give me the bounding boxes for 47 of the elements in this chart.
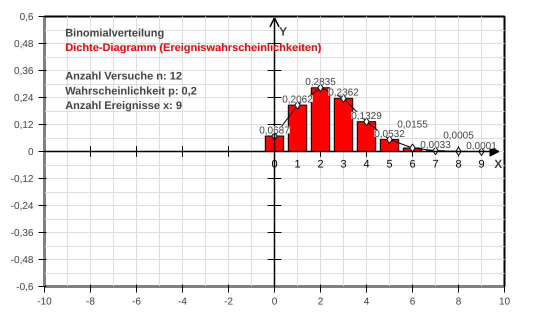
- x-tick-label: 2: [318, 296, 324, 308]
- y-tick-label: -0,12: [10, 174, 34, 185]
- y-tick-label: 0,48: [14, 39, 34, 50]
- y-tick-label: 0,24: [14, 93, 34, 104]
- x2-tick-label: 8: [455, 158, 462, 171]
- y-tick-label: 0,6: [20, 12, 34, 23]
- x2-tick-label: 5: [386, 158, 393, 171]
- x2-tick-label: 9: [478, 158, 485, 171]
- x-tick-label: 8: [456, 296, 462, 308]
- data-label: 0,0687: [259, 125, 290, 136]
- y-axis-title: Y: [279, 24, 288, 39]
- data-label: 0,2362: [328, 88, 360, 99]
- x2-tick-label: 4: [363, 158, 370, 171]
- data-label: 0,1329: [351, 110, 382, 122]
- annotation: Anzahl Versuche n: 12: [65, 70, 182, 82]
- x-tick-label: -8: [86, 296, 96, 308]
- y-tick-label: -0,6: [16, 282, 34, 293]
- x-tick-label: -6: [132, 296, 142, 308]
- x2-tick-label: 1: [294, 158, 301, 171]
- x-tick-label: -4: [178, 296, 188, 308]
- data-label: 0,2835: [305, 77, 336, 88]
- text: Binomialverteilung: [65, 27, 164, 40]
- x-tick-label: 4: [364, 296, 370, 308]
- annotation: Wahrscheinlichkeit p: 0,2: [65, 85, 197, 98]
- y-tick-label: 0: [28, 147, 34, 158]
- data-label: 0,0532: [374, 128, 406, 140]
- x-tick-label: -2: [224, 296, 234, 308]
- x-tick-label: 10: [498, 296, 510, 308]
- x2-tick-label: 7: [432, 158, 439, 171]
- x2-tick-label: 2: [317, 158, 324, 171]
- data-label: 0,0005: [443, 130, 474, 142]
- annotation: Anzahl Ereignisse x: 9: [65, 100, 182, 112]
- y-tick-label: -0,36: [10, 228, 34, 239]
- data-label: 0,0033: [420, 140, 452, 152]
- y-tick-label: 0,12: [14, 120, 34, 131]
- y-tick-label: 0,36: [14, 66, 34, 77]
- x-axis-title: X: [494, 156, 502, 171]
- y-tick-label: -0,48: [10, 255, 34, 266]
- x2-tick-label: 6: [409, 158, 416, 171]
- data-label: 0,0155: [397, 119, 428, 130]
- data-label: 0,2062: [282, 94, 314, 106]
- x-tick-label: -10: [37, 296, 52, 308]
- y-tick-label: -0,24: [10, 201, 34, 212]
- x-tick-label: 6: [410, 296, 416, 308]
- x-tick-label: 0: [272, 296, 278, 308]
- data-label: 0,0001: [466, 140, 498, 152]
- x2-tick-label: 3: [340, 158, 347, 171]
